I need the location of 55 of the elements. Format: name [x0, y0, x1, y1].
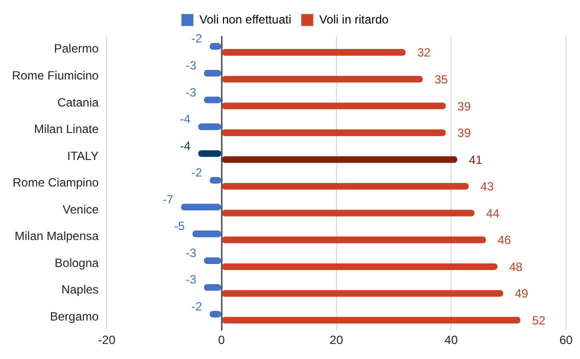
x-tick-label: 40: [444, 333, 458, 348]
bar: [222, 210, 474, 216]
bar: [222, 102, 446, 110]
bar: [198, 123, 222, 130]
data-label: -4: [180, 138, 191, 153]
data-label: -7: [162, 192, 174, 206]
y-tick-label: Bergamo: [50, 310, 100, 324]
data-label: -5: [174, 219, 186, 234]
bar: [192, 230, 222, 238]
bar: [198, 150, 222, 157]
bar: [222, 156, 458, 163]
y-tick-label: Catania: [57, 95, 99, 110]
bar: [222, 236, 486, 244]
x-tick-label: -20: [98, 333, 116, 348]
data-label: 44: [486, 206, 500, 220]
y-tick-label: Palermo: [54, 42, 100, 56]
y-tick-label: ITALY: [67, 148, 99, 163]
data-label: -2: [191, 166, 202, 180]
y-tick-label: Bologna: [54, 256, 100, 270]
y-tick-label: Rome Ciampino: [12, 176, 99, 190]
bar: [222, 129, 446, 136]
x-tick-label: 60: [559, 333, 573, 348]
data-label: 39: [457, 126, 472, 140]
data-label: 48: [509, 260, 523, 274]
data-label: -2: [191, 300, 202, 314]
bar: [222, 263, 498, 270]
data-label: -3: [186, 246, 197, 260]
y-tick-label: Milan Malpensa: [14, 229, 100, 244]
data-label: 46: [498, 233, 512, 248]
data-label: 43: [480, 180, 494, 194]
legend-label: Voli in ritardo: [319, 12, 389, 26]
legend-label: Voli non effettuati: [199, 12, 292, 26]
data-label: 41: [468, 152, 483, 167]
data-label: -2: [191, 32, 202, 46]
bar: [222, 49, 406, 56]
data-label: 35: [434, 72, 448, 86]
y-tick-label: Milan Linate: [34, 122, 99, 136]
data-label: -4: [180, 112, 191, 126]
bar: [222, 290, 504, 297]
data-label: -3: [186, 85, 197, 100]
data-label: 52: [532, 314, 546, 328]
data-label: -3: [186, 58, 197, 72]
y-tick-label: Venice: [62, 202, 100, 216]
data-label: 39: [457, 99, 472, 114]
bar: [181, 204, 222, 210]
data-label: -3: [186, 272, 197, 287]
x-tick-label: 20: [330, 333, 344, 348]
bar: [222, 316, 520, 324]
data-label: 49: [514, 286, 529, 301]
y-tick-label: Rome Fiumicino: [12, 68, 99, 82]
data-label: 32: [417, 46, 431, 60]
bar: [222, 76, 423, 83]
y-tick-label: Naples: [61, 282, 99, 297]
x-tick-label: 0: [218, 333, 226, 348]
bar: [222, 182, 469, 190]
